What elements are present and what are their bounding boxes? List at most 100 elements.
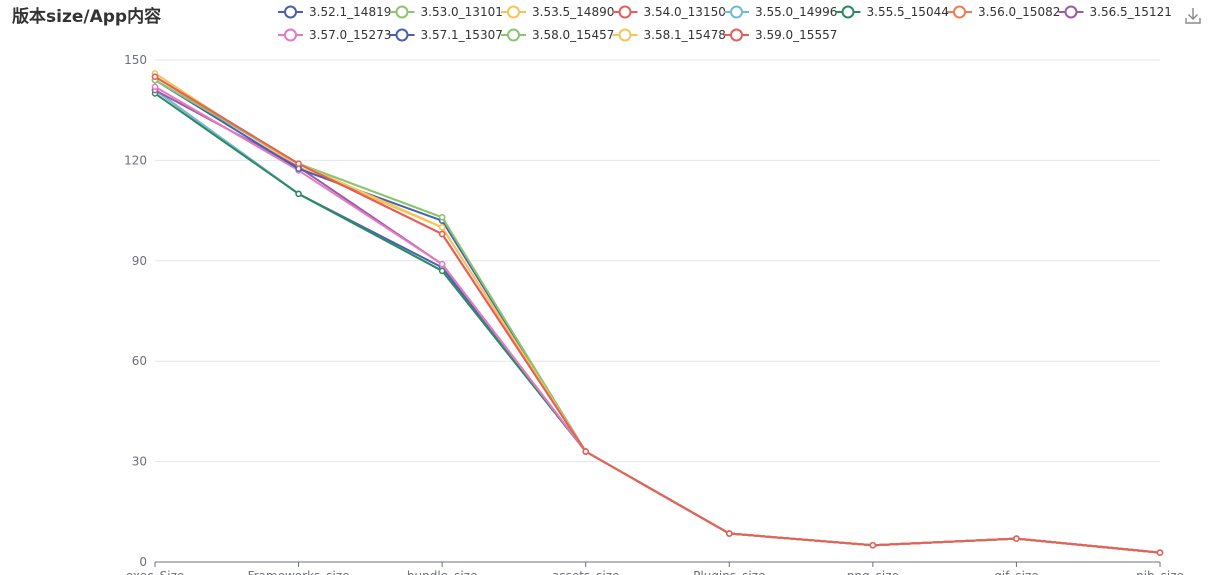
series-3.58.0_15457	[151, 76, 1164, 556]
legend-marker	[395, 28, 409, 42]
data-point	[1156, 549, 1164, 556]
legend-label: 3.58.1_15478	[644, 28, 726, 42]
series-line	[154, 72, 1161, 554]
legend-item[interactable]: 3.59.0_15557	[724, 28, 837, 42]
legend-item[interactable]: 3.58.0_15457	[501, 28, 614, 42]
data-point	[438, 260, 446, 268]
series-line	[154, 92, 1161, 554]
data-point	[151, 83, 159, 91]
legend-marker	[395, 5, 409, 19]
series-line	[154, 75, 1161, 554]
series-3.56.0_15082	[151, 73, 1164, 556]
series-line	[154, 85, 1161, 554]
series-3.59.0_15557	[151, 73, 1164, 556]
series-3.58.1_15478	[151, 73, 1164, 556]
x-tick-label: png_size	[847, 569, 899, 575]
legend-marker	[284, 28, 297, 42]
x-tick-label: bundle_size	[407, 569, 477, 575]
legend-item[interactable]: 3.53.0_13101	[389, 5, 503, 19]
data-point	[295, 190, 302, 198]
series-3.56.5_15121	[151, 86, 1164, 556]
legend-marker	[730, 28, 743, 42]
y-tick-label: 90	[132, 254, 147, 268]
legend-marker	[1064, 5, 1078, 19]
legend-marker	[507, 28, 520, 42]
series-3.57.0_15273	[151, 83, 1164, 556]
x-tick-label: assets_size	[552, 569, 619, 575]
legend-label: 3.53.0_13101	[421, 5, 503, 19]
legend-marker	[953, 5, 966, 19]
series-line	[154, 89, 1161, 554]
legend-label: 3.58.0_15457	[532, 28, 614, 42]
series-line	[154, 79, 1161, 554]
legend-marker	[618, 28, 632, 42]
y-tick-label: 60	[132, 354, 147, 368]
legend-item[interactable]: 3.52.1_14819	[278, 5, 391, 19]
series-line	[154, 79, 1161, 554]
y-tick-label: 0	[139, 555, 147, 569]
legend-item[interactable]: 3.55.0_14996	[724, 5, 837, 19]
data-point	[726, 530, 733, 537]
series-3.53.0_13101	[151, 76, 1164, 556]
legend-marker	[841, 5, 855, 19]
data-point	[438, 230, 446, 238]
series-3.54.0_13150	[151, 73, 1164, 556]
data-point	[151, 73, 159, 80]
legend-label: 3.55.5_15044	[867, 5, 949, 19]
legend-label: 3.57.0_15273	[309, 28, 391, 42]
series-line	[154, 89, 1161, 554]
legend-marker	[507, 5, 520, 19]
legend-item[interactable]: 3.54.0_13150	[612, 5, 726, 19]
legend-item[interactable]: 3.57.0_15273	[278, 28, 391, 42]
data-point	[438, 224, 446, 231]
series-line	[154, 75, 1161, 554]
legend-item[interactable]: 3.56.5_15121	[1058, 5, 1172, 19]
axes: 0 30 60 90 120 150 exec_Size Frameworks_size bun…	[124, 53, 1184, 575]
legend-item[interactable]: 3.55.5_15044	[835, 5, 949, 19]
legend-marker	[730, 5, 743, 19]
series-line	[154, 75, 1161, 554]
legend-label: 3.56.0_15082	[978, 5, 1060, 19]
y-tick-label: 150	[124, 53, 147, 67]
y-tick-label: 120	[124, 153, 147, 167]
series-line	[154, 79, 1161, 554]
legend[interactable]: 3.52.1_14819 3.53.0_13101 3.53.5_14890 3.54…	[278, 5, 1172, 42]
legend-label: 3.54.0_13150	[644, 5, 726, 19]
legend-item[interactable]: 3.57.1_15307	[389, 28, 503, 42]
series-lines	[151, 70, 1164, 556]
legend-item[interactable]: 3.56.0_15082	[947, 5, 1060, 19]
legend-item[interactable]: 3.53.5_14890	[501, 5, 614, 19]
save-as-image-button[interactable]	[1183, 6, 1203, 26]
data-point	[582, 448, 589, 455]
legend-marker	[284, 5, 297, 19]
series-line	[154, 89, 1161, 554]
grid-lines	[155, 59, 1160, 463]
legend-label: 3.52.1_14819	[309, 5, 391, 19]
download-icon	[1185, 8, 1201, 24]
y-tick-label: 30	[132, 455, 147, 469]
x-tick-label: nib_size	[1136, 569, 1184, 575]
data-point	[869, 542, 877, 549]
legend-label: 3.57.1_15307	[421, 28, 503, 42]
x-tick-label: Frameworks_size	[248, 569, 350, 575]
x-tick-label: gif_size	[994, 569, 1038, 575]
legend-label: 3.56.5_15121	[1090, 5, 1172, 19]
series-3.52.1_14819	[151, 86, 1164, 556]
legend-item[interactable]: 3.58.1_15478	[612, 28, 726, 42]
x-tick-label: exec_Size	[126, 569, 185, 575]
data-point	[438, 267, 446, 275]
legend-marker	[618, 5, 632, 19]
series-line	[154, 75, 1161, 554]
legend-label: 3.53.5_14890	[532, 5, 614, 19]
series-3.53.5_14890	[151, 70, 1164, 556]
data-point	[1013, 535, 1020, 542]
data-point	[438, 214, 446, 221]
legend-label: 3.55.0_14996	[755, 5, 837, 19]
data-point	[295, 160, 302, 167]
series-3.55.0_14996	[151, 86, 1164, 556]
series-3.57.1_15307	[151, 76, 1164, 556]
x-tick-label: Plugins_size	[693, 569, 765, 575]
data-point	[295, 165, 302, 173]
chart-title: 版本size/App内容	[12, 7, 162, 27]
